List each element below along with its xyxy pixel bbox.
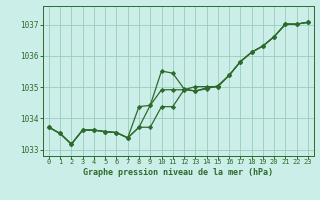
X-axis label: Graphe pression niveau de la mer (hPa): Graphe pression niveau de la mer (hPa): [84, 168, 273, 177]
